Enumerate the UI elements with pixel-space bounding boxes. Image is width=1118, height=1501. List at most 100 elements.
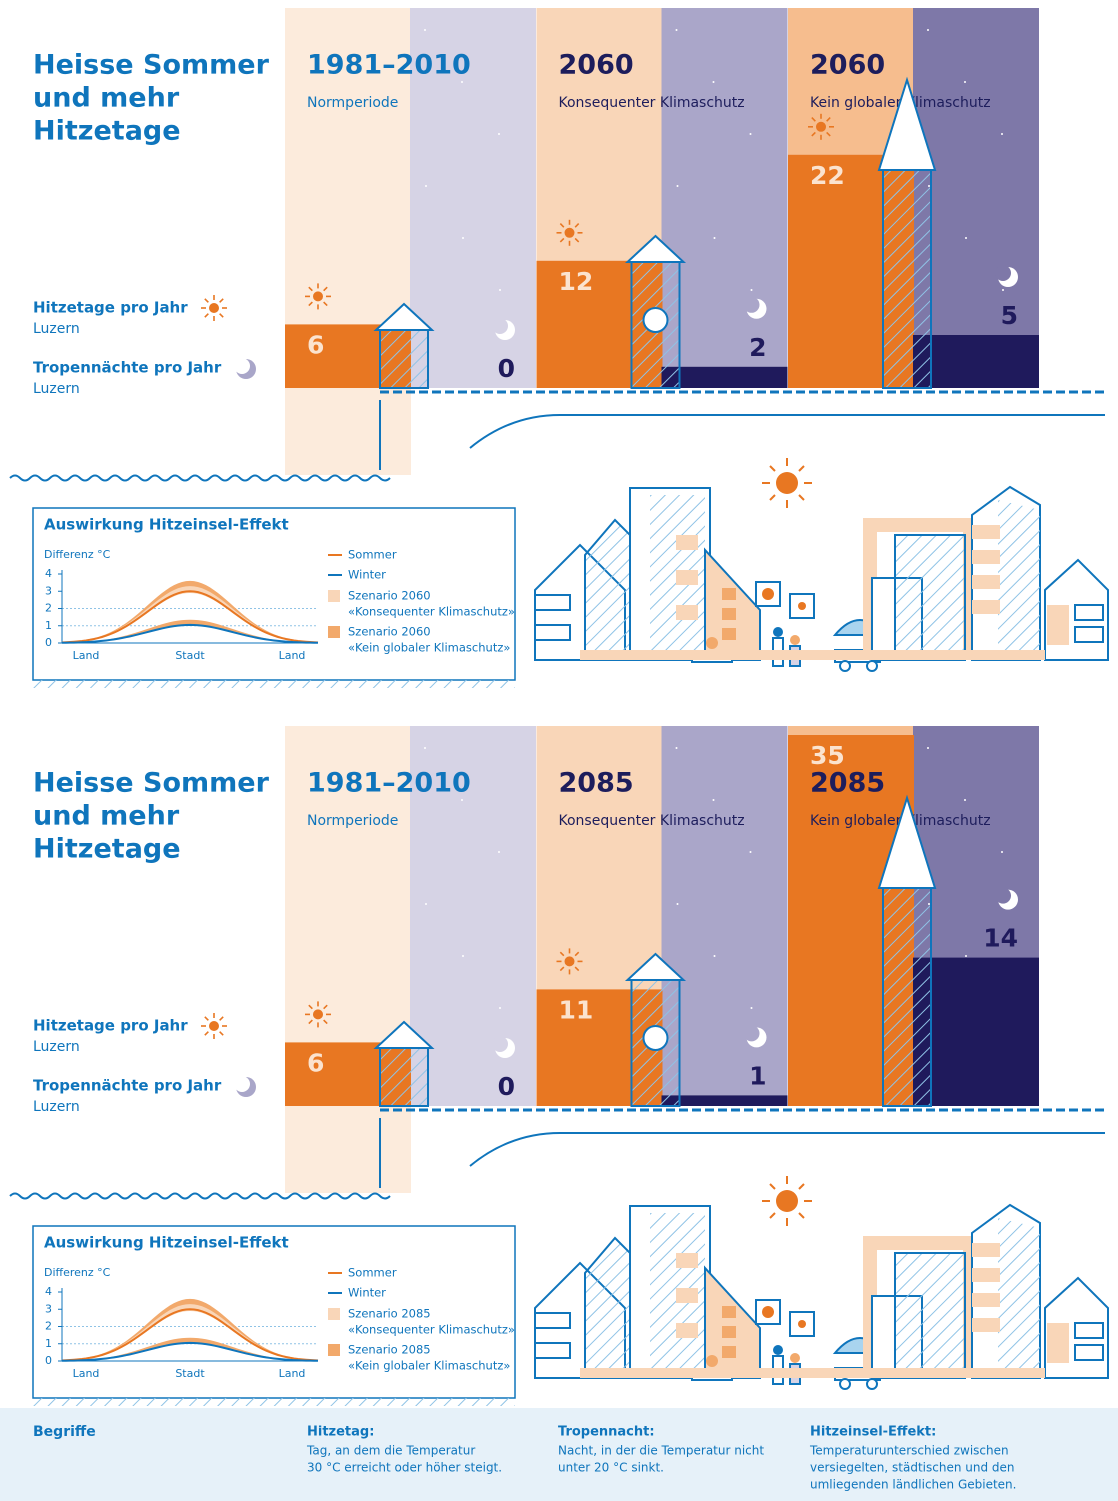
legend-label: Sommer bbox=[348, 548, 397, 562]
panel-title: und mehr bbox=[33, 801, 180, 832]
sun-ray bbox=[559, 237, 565, 243]
night-column bbox=[410, 726, 536, 1106]
footer-bg bbox=[0, 1408, 1118, 1501]
star bbox=[712, 799, 715, 801]
panel-title: und mehr bbox=[33, 83, 180, 114]
term-definition: versiegelten, städtischen und den bbox=[810, 1461, 1015, 1475]
panel: 601981–2010Normperiode1222060Konsequente… bbox=[9, 8, 1108, 688]
sun-ray bbox=[323, 286, 328, 292]
moon-shadow bbox=[492, 1036, 508, 1052]
sun-ray bbox=[308, 286, 313, 292]
moon-shadow bbox=[492, 318, 508, 334]
period-year: 2085 bbox=[559, 768, 634, 799]
term: Hitzeinsel-Effekt: bbox=[810, 1425, 936, 1440]
star bbox=[462, 237, 464, 239]
period-label: Konsequenter Klimaschutz bbox=[559, 95, 745, 111]
star bbox=[675, 747, 678, 749]
period-year: 1981–2010 bbox=[307, 768, 471, 799]
sun-ray bbox=[811, 131, 816, 137]
sun-ray bbox=[219, 313, 224, 318]
y-tick-label: 2 bbox=[45, 602, 52, 615]
sun-ray bbox=[323, 1019, 328, 1025]
sun-ray bbox=[308, 301, 313, 307]
sun-ray bbox=[204, 313, 209, 318]
sun-icon bbox=[313, 291, 323, 302]
tropical-nights-value: 0 bbox=[498, 1072, 515, 1101]
y-tick-label: 3 bbox=[45, 1302, 52, 1315]
tower-roof bbox=[373, 302, 435, 331]
summer-curve bbox=[61, 1308, 319, 1362]
y-tick-label: 4 bbox=[45, 1285, 52, 1298]
x-tick-label: Stadt bbox=[175, 1367, 205, 1380]
sun-ray bbox=[826, 131, 831, 137]
panel-title: Heisse Sommer bbox=[33, 50, 270, 81]
inset-box bbox=[32, 1225, 516, 1399]
lake-wave bbox=[9, 1192, 391, 1200]
legend-sublabel: «Konsequenter Klimaschutz» bbox=[348, 605, 515, 619]
sun-ray bbox=[559, 223, 565, 228]
legend-label: Szenario 2085 bbox=[348, 1307, 431, 1321]
inset-y-label: Differenz °C bbox=[44, 1266, 111, 1279]
star bbox=[749, 851, 752, 853]
nights-place: Luzern bbox=[33, 1099, 80, 1115]
inset-hatch bbox=[33, 680, 515, 688]
inset-hatch bbox=[33, 1398, 515, 1406]
sun-ray bbox=[219, 1016, 224, 1021]
sun-ray bbox=[574, 966, 580, 972]
hot-days-label: Hitzetage pro Jahr bbox=[33, 299, 188, 317]
star bbox=[461, 81, 463, 83]
star bbox=[424, 747, 426, 749]
tropical-nights-bar bbox=[661, 366, 788, 388]
star bbox=[927, 29, 929, 31]
winter-curve bbox=[61, 623, 319, 644]
star bbox=[965, 237, 967, 239]
sun-icon bbox=[209, 1021, 219, 1031]
sun-ray bbox=[204, 1031, 209, 1036]
sun-ray bbox=[826, 117, 831, 122]
star bbox=[498, 133, 500, 135]
nights-label: Tropennächte pro Jahr bbox=[33, 359, 222, 377]
tropical-nights-value: 0 bbox=[498, 354, 515, 383]
legend-label: Szenario 2060 bbox=[348, 625, 431, 639]
sun-icon bbox=[209, 303, 219, 313]
nights-place: Luzern bbox=[33, 381, 80, 397]
footer-title: Begriffe bbox=[33, 1424, 96, 1440]
tower-roof bbox=[877, 794, 937, 889]
inset-title: Auswirkung Hitzeinsel-Effekt bbox=[44, 1234, 289, 1252]
night-column bbox=[410, 8, 536, 388]
tower bbox=[379, 329, 429, 389]
legend-label: Winter bbox=[348, 568, 386, 582]
term-definition: 30 °C erreicht oder höher steigt. bbox=[307, 1461, 502, 1475]
tower bbox=[882, 169, 932, 389]
x-tick-label: Land bbox=[279, 649, 306, 662]
star bbox=[425, 903, 427, 905]
legend-swatch bbox=[328, 1344, 340, 1356]
star bbox=[498, 851, 500, 853]
sun-ray bbox=[308, 1004, 313, 1010]
star bbox=[927, 747, 929, 749]
period-label: Normperiode bbox=[307, 813, 398, 829]
tropical-nights-value: 5 bbox=[1001, 301, 1018, 330]
tropical-nights-value: 1 bbox=[749, 1061, 766, 1090]
x-tick-label: Stadt bbox=[175, 649, 205, 662]
x-tick-label: Land bbox=[73, 1367, 100, 1380]
star bbox=[461, 799, 463, 801]
hot-days-value: 22 bbox=[810, 161, 845, 190]
sun-ray bbox=[574, 237, 580, 243]
legend-swatch bbox=[328, 1308, 340, 1320]
period-year: 2060 bbox=[810, 50, 885, 81]
moon-shadow bbox=[234, 1076, 250, 1092]
tower-roof bbox=[624, 952, 687, 981]
term: Tropennacht: bbox=[558, 1425, 655, 1440]
tropical-nights-value: 2 bbox=[749, 333, 766, 362]
term: Hitzetag: bbox=[307, 1425, 374, 1440]
night-column bbox=[661, 8, 788, 388]
panel-title: Hitzetage bbox=[33, 834, 181, 865]
sun-icon bbox=[313, 1009, 323, 1020]
hot-days-place: Luzern bbox=[33, 321, 80, 337]
legend-label: Szenario 2085 bbox=[348, 1343, 431, 1357]
legend-swatch bbox=[328, 626, 340, 638]
star bbox=[964, 799, 966, 801]
star bbox=[713, 237, 716, 239]
period-year: 2060 bbox=[559, 50, 634, 81]
